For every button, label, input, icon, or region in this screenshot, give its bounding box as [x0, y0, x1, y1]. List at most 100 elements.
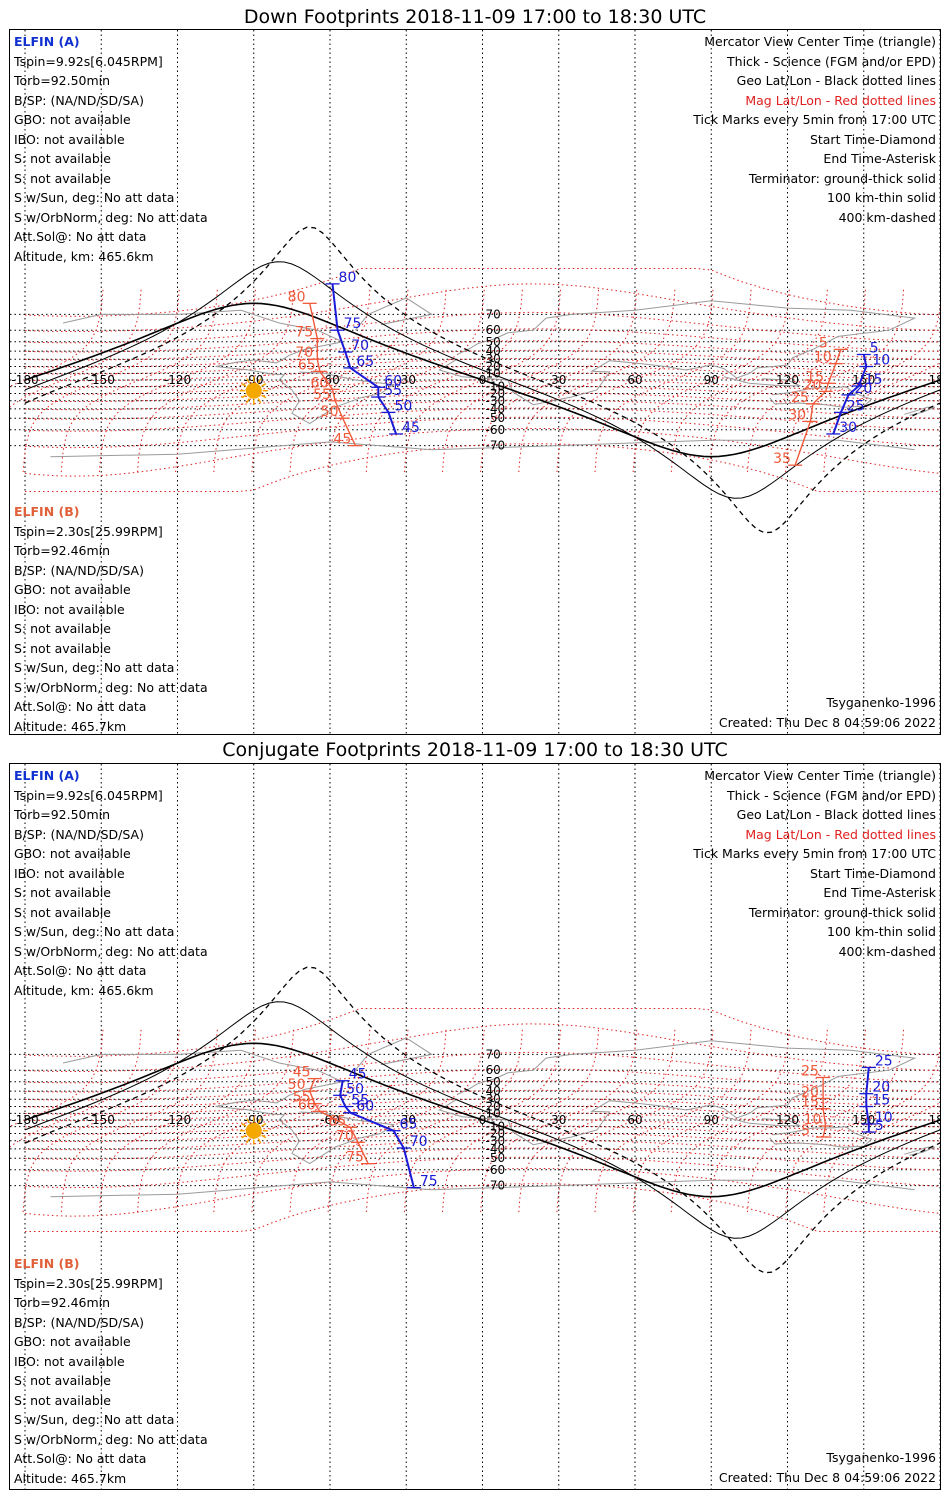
tick-time-label: 50 — [321, 404, 339, 420]
tick-time-label: 50 — [288, 1077, 306, 1093]
info-line: GBO: not available — [14, 846, 131, 861]
info-line: Altitude, km: 465.6km — [14, 248, 154, 264]
latitude-tick-label: -50 — [486, 411, 506, 425]
mag-longitude-line — [22, 1027, 180, 1213]
tick-time-label: 20 — [872, 1080, 890, 1096]
legend-item: Mercator View Center Time (triangle) — [704, 768, 936, 783]
tick-time-label: 15 — [801, 1095, 819, 1111]
tick-time-label: 60 — [384, 373, 402, 389]
tick-time-label: 75 — [420, 1174, 438, 1190]
mag-longitude-line — [60, 1027, 218, 1213]
track-line — [331, 283, 398, 435]
info-line: Att.Sol@: No att data — [14, 963, 147, 978]
mag-longitude-line — [251, 287, 409, 473]
info-line: S w/Sun, deg: No att data — [14, 190, 175, 205]
mag-longitude-line — [10, 1027, 104, 1127]
latitude-tick-label: 40 — [486, 344, 501, 358]
footer-model-info: Tsyganenko-1996 Created: Thu Dec 8 04:59… — [719, 693, 936, 732]
map-panel-down-footprints[interactable]: -180-150-120-90-60-300306090120150180706… — [9, 29, 941, 735]
legend-item: Mercator View Center Time (triangle) — [704, 34, 936, 49]
tick-time-label: 60 — [298, 1097, 316, 1113]
info-line: S: not available — [14, 1392, 111, 1408]
mag-longitude-line — [403, 1027, 562, 1213]
longitude-tick-label: 60 — [627, 1113, 642, 1127]
info-line: S: not available — [14, 151, 111, 166]
tick-time-label: 20 — [801, 1084, 819, 1100]
info-line: GBO: not available — [14, 582, 131, 597]
tick-time-label: 60 — [311, 375, 329, 391]
mag-longitude-line — [785, 1044, 940, 1213]
mag-longitude-line — [213, 1027, 371, 1213]
tick-time-label: 70 — [295, 345, 313, 361]
info-line: Torb=92.50min — [14, 807, 111, 822]
longitude-tick-label: -30 — [396, 1113, 416, 1127]
tick-time-label: 30 — [788, 407, 806, 423]
mag-longitude-line — [137, 1027, 295, 1213]
mag-longitude-line — [22, 287, 180, 473]
terminator-400km — [24, 226, 940, 534]
mag-longitude-line — [365, 1027, 523, 1213]
sun-icon — [239, 376, 268, 405]
map-legend: Mercator View Center Time (triangle) Thic… — [693, 32, 936, 227]
legend-item: Terminator: ground-thick solid — [748, 904, 936, 920]
terminator-100km — [24, 1001, 940, 1239]
mag-longitude-line — [403, 287, 562, 473]
map-panel-conjugate-footprints[interactable]: -180-150-120-90-60-300306090120150180706… — [9, 763, 941, 1490]
longitude-tick-label: 90 — [704, 1113, 719, 1127]
mag-longitude-line — [785, 304, 940, 473]
coastline — [438, 300, 917, 406]
mag-latitude-line — [24, 1168, 940, 1217]
latitude-tick-label: -20 — [486, 386, 506, 400]
panel-title-down: Down Footprints 2018-11-09 17:00 to 18:3… — [243, 6, 707, 28]
mag-longitude-line — [327, 1027, 485, 1213]
latitude-tick-label: -70 — [486, 439, 506, 453]
tick-time-label: 10 — [872, 353, 890, 369]
latitude-tick-label: 30 — [486, 1092, 501, 1106]
longitude-tick-label: 0 — [479, 1113, 487, 1127]
mag-longitude-line — [670, 287, 828, 473]
latitude-tick-label: -50 — [486, 1151, 506, 1165]
mag-longitude-line — [518, 1027, 676, 1213]
latitude-tick-label: -70 — [486, 1179, 506, 1193]
latitude-tick-label: 60 — [486, 323, 501, 337]
info-line: S: not available — [14, 621, 111, 636]
latitude-tick-label: 10 — [486, 366, 501, 380]
info-line: S: not available — [14, 1373, 111, 1388]
mag-grid — [10, 1008, 940, 1232]
info-line: S w/OrbNorm, deg: No att data — [14, 679, 208, 695]
mag-longitude-line — [327, 287, 485, 473]
tick-time-label: 10 — [875, 1110, 893, 1126]
mag-latitude-line — [24, 428, 940, 477]
longitude-tick-label: 60 — [627, 373, 642, 387]
legend-item: 100 km-thin solid — [827, 924, 936, 939]
legend-item: End Time-Asterisk — [823, 885, 936, 900]
legend-item: Thick - Science (FGM and/or EPD) — [727, 53, 936, 69]
info-line: Att.Sol@: No att data — [14, 699, 147, 714]
tick-time-label: 10 — [804, 1112, 822, 1128]
mag-longitude-line — [137, 287, 295, 473]
info-line: IBO: not available — [14, 865, 125, 881]
tick-time-label: 75 — [346, 1150, 364, 1166]
info-line: Tspin=9.92s[6.045RPM] — [14, 787, 163, 803]
mag-longitude-line — [442, 287, 600, 473]
footer-model-info: Tsyganenko-1996 Created: Thu Dec 8 04:59… — [719, 1448, 936, 1487]
info-line: Tspin=2.30s[25.99RPM] — [14, 523, 163, 539]
info-line: S w/OrbNorm, deg: No att data — [14, 209, 208, 225]
map-legend: Mercator View Center Time (triangle) Thic… — [693, 766, 936, 961]
model-name: Tsyganenko-1996 — [826, 1450, 936, 1465]
tick-time-label: 65 — [328, 1113, 346, 1129]
tick-time-label: 70 — [336, 1128, 354, 1144]
coastline — [723, 1116, 801, 1127]
mag-longitude-line — [556, 1027, 714, 1213]
legend-item: Mag Lat/Lon - Red dotted lines — [745, 92, 936, 108]
latitude-tick-label: -40 — [486, 402, 506, 416]
legend-item: Mag Lat/Lon - Red dotted lines — [745, 826, 936, 842]
legend-item: Tick Marks every 5min from 17:00 UTC — [693, 846, 936, 861]
tick-time-label: 5 — [819, 335, 828, 351]
mag-longitude-line — [747, 287, 905, 473]
coastline — [769, 1126, 873, 1148]
